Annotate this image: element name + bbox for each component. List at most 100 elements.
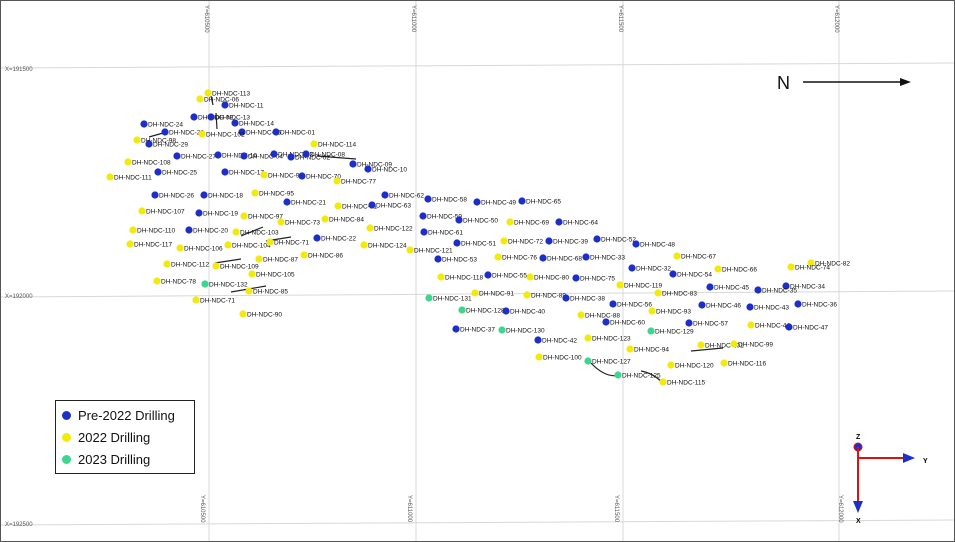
drillhole-marker [632, 240, 640, 248]
grid-label-y-3-bottom: Y=611500 [613, 495, 619, 523]
drillhole-marker [628, 264, 636, 272]
drillhole: DH-NDC-04 [240, 152, 283, 161]
drillhole: DH-NDC-123 [584, 334, 631, 343]
drillhole-marker [245, 287, 253, 295]
drillhole-label: DH-NDC-88 [585, 313, 620, 320]
drillhole-label: DH-NDC-37 [460, 327, 495, 334]
drillhole-marker [785, 323, 793, 331]
drillhole-marker [248, 270, 256, 278]
drillhole-marker [647, 327, 655, 335]
drillhole: DH-NDC-52 [593, 235, 636, 244]
drillhole-label: DH-NDC-125 [622, 373, 661, 380]
drillhole: DH-NDC-70 [298, 172, 341, 181]
drillhole-marker [201, 280, 209, 288]
drillhole-marker [593, 235, 601, 243]
drillhole: DH-NDC-09 [349, 160, 392, 169]
grid-label-y-1-bottom: Y=610500 [199, 495, 205, 523]
drillhole-label: DH-NDC-44 [755, 323, 790, 330]
drillhole-marker [523, 291, 531, 299]
drillhole: DH-NDC-09 [190, 113, 233, 122]
grid-label-y-2: Y=611000 [410, 5, 416, 33]
drillhole-marker [698, 301, 706, 309]
drillhole: DH-NDC-88 [577, 311, 620, 320]
drillhole-label: DH-NDC-17 [229, 170, 264, 177]
drillhole-marker [584, 334, 592, 342]
grid-line-x-3 [1, 519, 954, 526]
drillhole: DH-NDC-25 [154, 168, 197, 177]
grid-label-y-2-bottom: Y=611000 [406, 495, 412, 523]
axis-x-arrow [853, 501, 863, 513]
drillhole-marker [602, 318, 610, 326]
drillhole-marker [654, 289, 662, 297]
drillhole-label: DH-NDC-99 [738, 342, 773, 349]
drillhole-label: DH-NDC-70 [306, 174, 341, 181]
drillhole-label: DH-NDC-09 [357, 162, 392, 169]
drillhole: DH-NDC-119 [616, 281, 663, 290]
drillhole: DH-NDC-100 [535, 353, 582, 362]
drillhole: DH-NDC-29 [145, 140, 188, 149]
axis-x-label: X [856, 518, 861, 525]
drillhole: DH-NDC-38 [562, 294, 605, 303]
drillhole: DH-NDC-132 [201, 280, 248, 289]
drillhole-marker [126, 240, 134, 248]
drillhole: DH-NDC-61 [420, 228, 463, 237]
drillhole-label: DH-NDC-09 [198, 115, 233, 122]
drillhole-marker [424, 195, 432, 203]
drillhole-marker [555, 218, 563, 226]
drillhole-label: DH-NDC-24 [148, 122, 183, 129]
drillhole-label: DH-NDC-105 [256, 272, 295, 279]
drillhole-label: DH-NDC-104 [232, 243, 271, 250]
drillhole-label: DH-NDC-103 [240, 230, 279, 237]
drillhole-label: DH-NDC-110 [137, 228, 176, 235]
drillhole: DH-NDC-81 [334, 202, 377, 211]
drillhole-marker [437, 273, 445, 281]
drillhole-label: DH-NDC-120 [675, 363, 714, 370]
drillhole: DH-NDC-85 [245, 287, 288, 296]
legend-label: 2023 Drilling [78, 451, 151, 467]
drillhole-label: DH-NDC-54 [677, 272, 712, 279]
drillhole-label: DH-NDC-11 [229, 103, 264, 110]
drillhole: DH-NDC-97 [240, 212, 283, 221]
drillhole-marker [192, 296, 200, 304]
drillhole-label: DH-NDC-117 [134, 242, 173, 249]
drillhole: DH-NDC-74 [787, 263, 830, 272]
drillhole-marker [714, 265, 722, 273]
drillhole-label: DH-NDC-102 [206, 132, 245, 139]
drillhole-marker [260, 171, 268, 179]
drillhole-label: DH-NDC-03 [278, 152, 313, 159]
drillhole-label: DH-NDC-34 [790, 284, 825, 291]
drillhole-label: DH-NDC-47 [793, 325, 828, 332]
drillhole: DH-NDC-93 [648, 307, 691, 316]
legend-swatch-2023 [62, 454, 71, 464]
drillhole-marker [238, 128, 246, 136]
drillhole-marker [673, 252, 681, 260]
drillhole: DH-NDC-72 [500, 237, 543, 246]
drillhole-marker [360, 241, 368, 249]
drillhole-marker [251, 189, 259, 197]
drillhole-marker [333, 177, 341, 185]
drillhole: DH-NDC-118 [437, 273, 484, 282]
drillhole: DH-NDC-113 [204, 89, 251, 98]
drillhole: DH-NDC-19 [195, 209, 238, 218]
drillhole: DH-NDC-02 [287, 153, 330, 162]
drillhole-label: DH-NDC-114 [318, 142, 357, 149]
drillhole: DH-NDC-49 [473, 198, 516, 207]
drillhole-label: DH-NDC-83 [662, 291, 697, 298]
drillhole: DH-NDC-51 [453, 239, 496, 248]
drillhole-marker [458, 306, 466, 314]
drillhole-marker [626, 345, 634, 353]
drillhole: DH-NDC-58 [424, 195, 467, 204]
drillhole: DH-NDC-36 [794, 300, 837, 309]
drillhole: DH-NDC-46 [698, 301, 741, 310]
drillhole-marker [747, 321, 755, 329]
drillhole: DH-NDC-76 [494, 253, 537, 262]
drillhole-label: DH-NDC-14 [239, 121, 274, 128]
drillhole-marker [214, 151, 222, 159]
drillhole-marker [140, 120, 148, 128]
drillhole-label: DH-NDC-116 [728, 361, 767, 368]
drillhole-label: DH-NDC-53 [442, 257, 477, 264]
drillhole-label: DH-NDC-115 [667, 380, 706, 387]
drillhole: DH-NDC-91 [471, 289, 514, 298]
drillhole-marker [526, 273, 534, 281]
drillhole-marker [539, 254, 547, 262]
